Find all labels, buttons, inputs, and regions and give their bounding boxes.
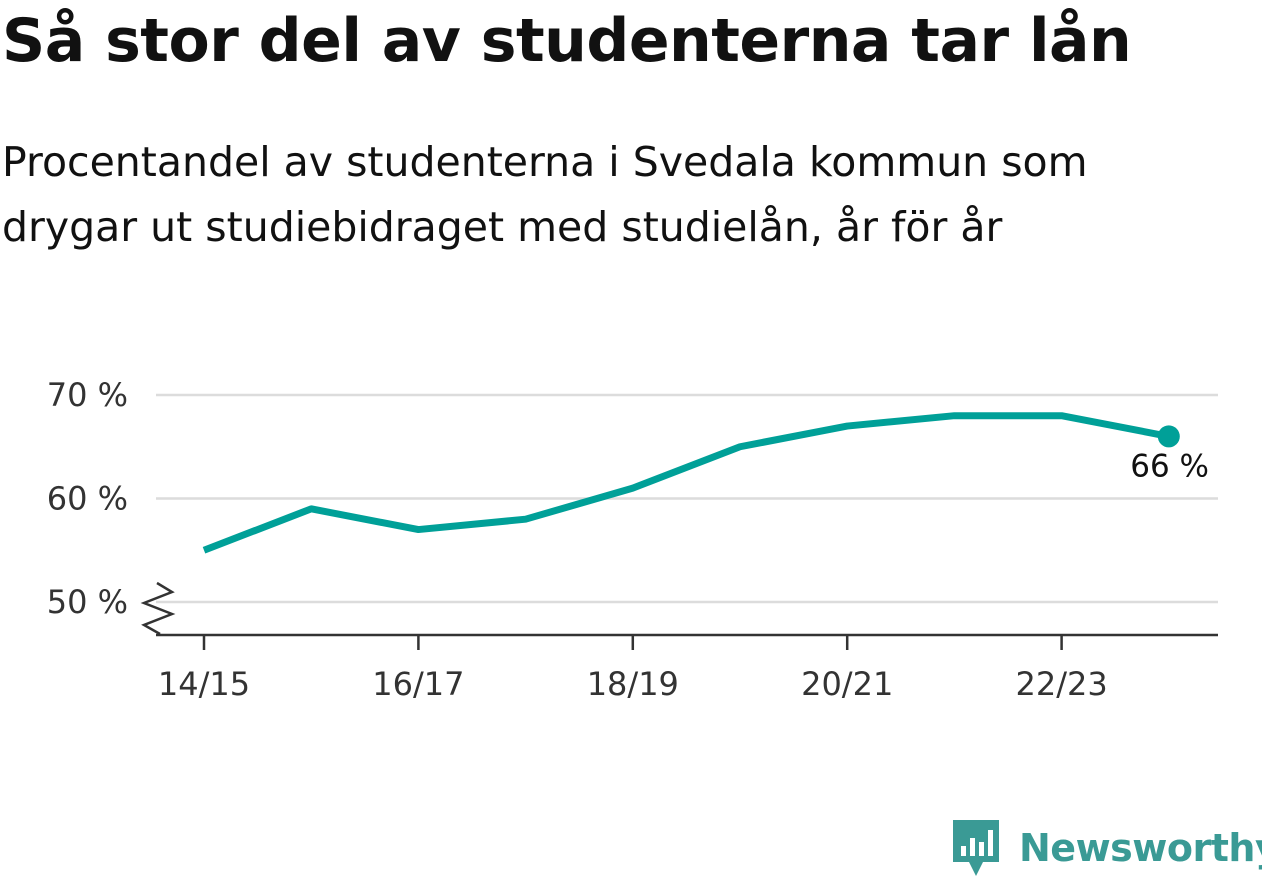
x-tick-label: 14/15 — [158, 665, 250, 703]
brand-name: Newsworthy — [1019, 826, 1262, 870]
series: 66 % — [202, 412, 1209, 554]
x-tick-label: 20/21 — [801, 665, 893, 703]
axis-break-icon — [140, 581, 176, 636]
end-value-label: 66 % — [1130, 448, 1209, 484]
y-axis-labels: 50 % 60 % 70 % — [47, 376, 128, 621]
x-tick-label: 16/17 — [372, 665, 464, 703]
x-axis-labels: 14/15 16/17 18/19 20/21 22/23 — [158, 665, 1108, 703]
x-tick-label: 18/19 — [587, 665, 679, 703]
line-chart: 50 % 60 % 70 % 14/15 16/17 18/19 20/21 22/23 6… — [47, 376, 1218, 703]
chart-title: Så stor del av studenterna tar lån — [2, 6, 1132, 76]
x-tick-label: 22/23 — [1015, 665, 1107, 703]
y-tick-label: 70 % — [47, 376, 128, 414]
y-tick-label: 50 % — [47, 583, 128, 621]
gridlines — [156, 393, 1218, 604]
series-line — [202, 412, 1170, 554]
x-axis — [140, 581, 1218, 650]
newsworthy-logo-icon — [953, 820, 999, 876]
chart-subtitle: Procentandel av studenterna i Svedala ko… — [2, 138, 1088, 251]
end-point-marker — [1157, 425, 1180, 448]
y-tick-label: 60 % — [47, 480, 128, 518]
brand-logo: Newsworthy — [951, 818, 1262, 878]
